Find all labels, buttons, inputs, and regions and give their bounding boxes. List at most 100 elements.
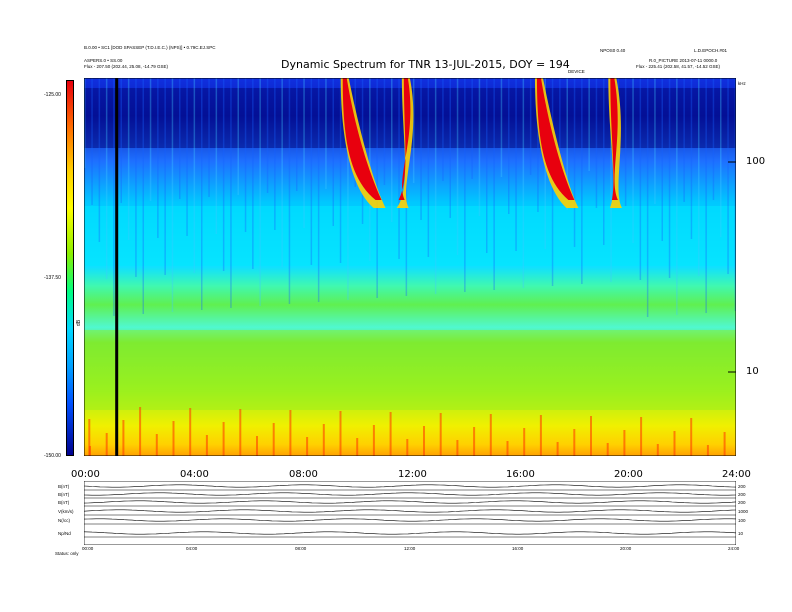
spectrogram-low-freq-spike xyxy=(539,415,542,456)
spectrogram-low-freq-spike xyxy=(406,439,409,456)
spectrogram-low-freq-spike xyxy=(389,412,392,456)
spectrogram-streak xyxy=(515,78,517,251)
spectrogram-low-freq-spike xyxy=(256,436,258,456)
lower-x-tick-3: 12:00 xyxy=(404,546,416,551)
lower-row-trace xyxy=(84,531,736,535)
spectrogram-radio-burst-core xyxy=(398,78,411,200)
lower-panel-rows xyxy=(84,484,736,538)
spectrogram-streak xyxy=(230,78,232,308)
spectrogram-streak xyxy=(127,78,130,240)
lower-row-label-1: B(nT) xyxy=(58,484,70,489)
y-tick-label-100: 100 xyxy=(746,156,766,167)
spectrogram-low-freq-spike xyxy=(105,433,108,456)
spectrogram-low-freq-spike xyxy=(423,426,425,456)
header-device-label: DEVICE xyxy=(568,69,585,74)
spectrogram-streak xyxy=(646,78,649,317)
spectrogram-streak xyxy=(486,78,488,253)
lower-row-label-6: Np/Nd xyxy=(58,531,71,536)
spectrogram-streak xyxy=(632,78,634,243)
spectrogram-low-freq-spike xyxy=(623,430,626,456)
spectrogram-streak xyxy=(157,78,159,238)
spectrogram-streak xyxy=(734,78,736,311)
spectrogram-streak xyxy=(186,78,188,236)
spectrogram-streak xyxy=(529,78,532,175)
spectrogram-streak xyxy=(135,78,137,277)
lower-row-trace xyxy=(84,500,736,504)
spectrogram-streak xyxy=(252,78,254,269)
spectrogram-low-freq-spike xyxy=(606,443,609,456)
lower-row-right-5: 100 xyxy=(738,518,746,523)
header-info-right-b: L.D.EPOCH.#01 xyxy=(694,48,728,53)
x-tick-label-4: 16:00 xyxy=(506,469,535,480)
spectrogram-streak xyxy=(310,78,313,265)
spectrogram-streak xyxy=(559,78,561,173)
spectrogram-streak xyxy=(639,78,642,280)
spectrogram-streak xyxy=(171,78,174,312)
spectrogram-low-freq-spike xyxy=(172,421,175,456)
lower-row-label-4: V(km/s) xyxy=(58,509,74,514)
spectrogram-streak xyxy=(244,78,247,232)
lower-row-label-2: B(nT) xyxy=(58,492,70,497)
spectrogram-streak xyxy=(661,78,663,241)
spectrogram-streak xyxy=(683,78,685,202)
colorbar-tick-mid: -137.50 xyxy=(44,275,61,281)
colorbar-frame xyxy=(66,80,74,456)
spectrogram-streak xyxy=(296,78,298,191)
spectrogram-low-freq-spike xyxy=(339,411,342,456)
spectrogram-radio-burst-core xyxy=(610,78,618,200)
spectrogram-low-freq-spike xyxy=(690,418,693,456)
spectrogram-streak xyxy=(120,78,122,203)
lower-row-right-6: 10 xyxy=(738,531,744,536)
spectrogram-streak xyxy=(712,78,715,200)
spectrogram-streak xyxy=(149,78,152,201)
spectrogram-streak xyxy=(142,78,144,314)
spectrogram-streak xyxy=(705,78,707,313)
spectrogram-streak xyxy=(690,78,693,239)
spectrogram-low-freq-spike xyxy=(706,445,709,456)
lower-panel-frame xyxy=(84,481,736,545)
spectrogram-low-freq-spike xyxy=(673,431,676,456)
spectrogram-streak xyxy=(434,78,437,294)
spectrogram-low-freq-spike xyxy=(222,422,225,456)
spectrogram-streak xyxy=(566,78,568,210)
spectrogram-streak xyxy=(179,78,181,199)
spectrogram-streak xyxy=(266,78,269,193)
header-info-right-3: Flux - 225.41 (202.58, 41.57, -14.52 GSE… xyxy=(636,64,721,69)
spectrogram-plot xyxy=(84,78,736,456)
spectrogram-low-freq-spike xyxy=(640,417,643,456)
spectrogram-streak xyxy=(581,78,583,284)
spectrogram-streak xyxy=(347,78,349,300)
spectrogram-streak xyxy=(420,78,422,220)
spectrogram-low-freq-spike xyxy=(590,416,592,456)
lower-x-tick-2: 08:00 xyxy=(295,546,307,551)
spectrogram-streak xyxy=(339,78,342,263)
y-tick-label-10: 10 xyxy=(746,366,759,377)
spectrogram-streak xyxy=(383,78,386,185)
spectrogram-low-freq-spike xyxy=(88,419,91,456)
spectrogram-low-freq-spike xyxy=(122,420,125,456)
spectrogram-low-freq-spike xyxy=(205,435,208,456)
header-corner-label: kHz xyxy=(738,81,746,86)
spectrogram-streak xyxy=(193,78,196,273)
spectrogram-low-freq-spike xyxy=(656,444,659,456)
spectrogram-streak xyxy=(113,78,115,316)
spectrogram-streak xyxy=(522,78,525,288)
spectrogram-low-freq-spike xyxy=(556,442,559,456)
spectrogram-streak xyxy=(624,78,627,206)
spectrogram-low-freq-spike xyxy=(439,413,442,456)
spectrogram-low-freq-spike xyxy=(155,434,158,456)
header-info-left-1: B.0.00 • SC1 [DOD SPASSEP (T.D.I.E.C.) (… xyxy=(84,45,216,50)
header-info-right-2: R.0_PICTURE 2013-07-11 0000.0 xyxy=(649,58,718,63)
spectrogram-low-freq-spike xyxy=(473,427,476,456)
lower-x-tick-6: 24:00 xyxy=(728,546,740,551)
colorbar-tick-top: -125.00 xyxy=(44,92,61,98)
lower-footer: Status: only xyxy=(55,551,79,556)
spectrogram-streak xyxy=(201,78,203,310)
spectrogram-streak xyxy=(588,78,590,171)
spectrogram-streak xyxy=(405,78,408,296)
lower-row-right-3: 200 xyxy=(738,500,746,505)
spectrogram-low-freq-spike xyxy=(356,438,359,456)
spectrogram-streak xyxy=(464,78,466,292)
lower-x-tick-5: 20:00 xyxy=(620,546,632,551)
spectrogram-streak xyxy=(537,78,539,212)
